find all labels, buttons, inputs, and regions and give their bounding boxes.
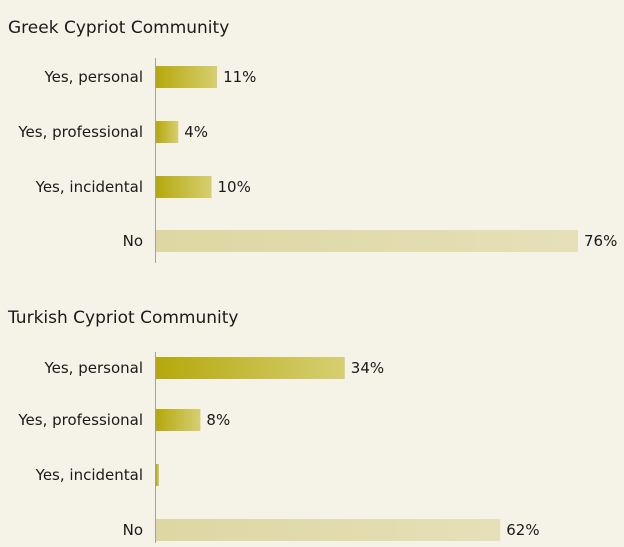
chart-1-title: Greek Cypriot Community <box>8 18 229 38</box>
chart-1-value-label: 76% <box>584 232 617 250</box>
chart-1-value-label: 10% <box>218 178 251 196</box>
chart-2-title: Turkish Cypriot Community <box>7 308 238 328</box>
chart-2-category-label: No <box>123 521 143 539</box>
chart-2-category-label: Yes, incidental <box>35 466 143 484</box>
chart-2-bar <box>156 464 159 486</box>
chart-1-category-label: Yes, professional <box>17 123 143 141</box>
chart-2-value-label: 62% <box>506 521 539 539</box>
chart-1-category-label: Yes, personal <box>43 68 143 86</box>
chart-2-category-label: Yes, professional <box>17 411 143 429</box>
chart-1-category-label: Yes, incidental <box>35 178 143 196</box>
chart-1-bar <box>156 230 578 252</box>
chart-1-bar <box>156 176 212 198</box>
chart-2-category-label: Yes, personal <box>43 359 143 377</box>
chart-1-value-label: 4% <box>184 123 208 141</box>
chart-2-bar <box>156 409 201 431</box>
chart-2-bar <box>156 519 501 541</box>
chart-2-value-label: 8% <box>206 411 230 429</box>
chart-2-bar <box>156 357 345 379</box>
chart-1-category-label: No <box>123 232 143 250</box>
chart-2-value-label: 34% <box>351 359 384 377</box>
chart-1-bar <box>156 121 179 143</box>
chart-1-bar <box>156 66 218 88</box>
chart-1-value-label: 11% <box>223 68 256 86</box>
